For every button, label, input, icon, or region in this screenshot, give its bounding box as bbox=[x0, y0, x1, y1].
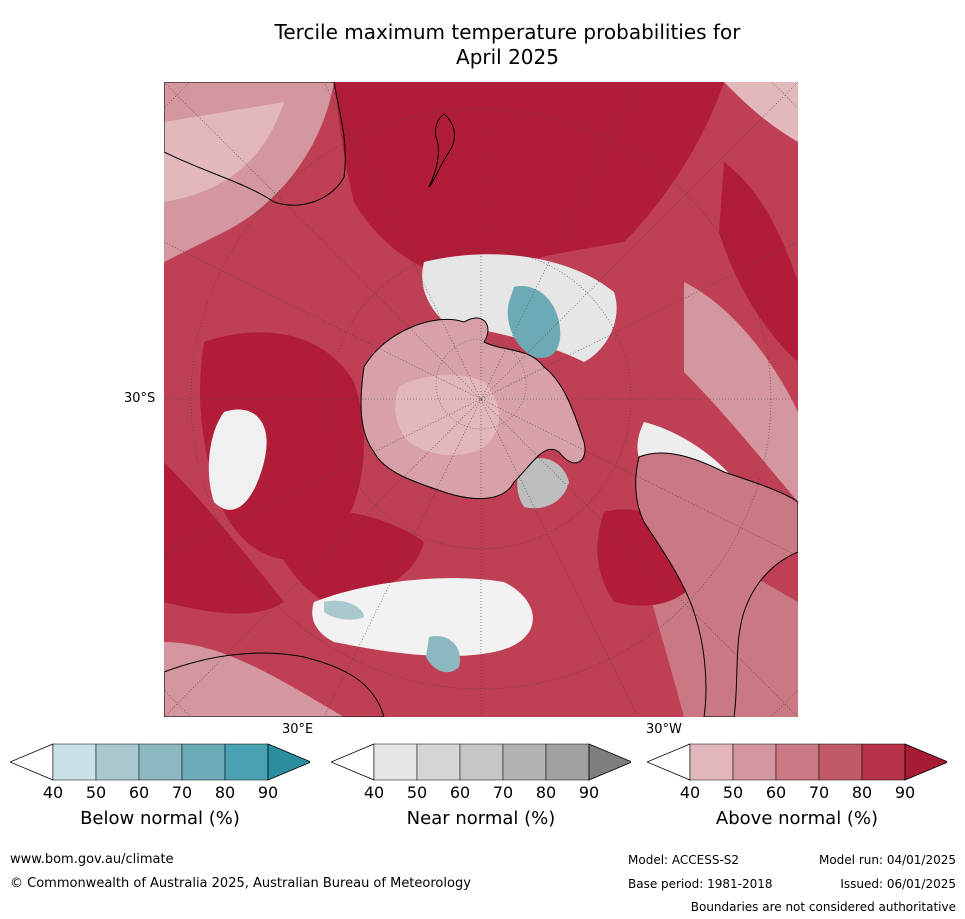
colorbar-segment bbox=[416, 743, 461, 781]
colorbar-extend-low bbox=[10, 743, 54, 781]
colorbar-tick-label: 70 bbox=[171, 783, 193, 802]
colorbar-tick-label: 90 bbox=[894, 783, 916, 802]
colorbar-tick-label: 40 bbox=[42, 783, 64, 802]
legend-below-normal: Below normal (%) 40 50 60 70 80 90 bbox=[10, 742, 310, 842]
colorbar-tick-label: 50 bbox=[85, 783, 107, 802]
map-svg bbox=[164, 82, 798, 717]
colorbar-tick-label: 90 bbox=[257, 783, 279, 802]
colorbar-tick-label: 60 bbox=[128, 783, 150, 802]
footer-disclaimer: Boundaries are not considered authoritat… bbox=[690, 900, 956, 914]
colorbar-segment bbox=[818, 743, 863, 781]
colorbar-segment bbox=[95, 743, 140, 781]
title-line-1: Tercile maximum temperature probabilitie… bbox=[274, 20, 741, 44]
colorbar-tick-label: 60 bbox=[449, 783, 471, 802]
lat-label-30s: 30°S bbox=[124, 391, 156, 406]
lon-label-30e: 30°E bbox=[282, 722, 314, 737]
colorbar-tick-label: 40 bbox=[679, 783, 701, 802]
colorbar-tick-label: 50 bbox=[406, 783, 428, 802]
footer-base-period: Base period: 1981-2018 bbox=[628, 877, 773, 891]
colorbar-tick-label: 80 bbox=[214, 783, 236, 802]
colorbar-tick-label: 60 bbox=[765, 783, 787, 802]
footer-model: Model: ACCESS-S2 bbox=[628, 853, 740, 867]
graticule bbox=[164, 82, 798, 717]
colorbar-tick-label: 40 bbox=[363, 783, 385, 802]
colorbar-extend-low bbox=[331, 743, 375, 781]
colorbar-tick-label: 70 bbox=[808, 783, 830, 802]
colorbar-tick-label: 80 bbox=[535, 783, 557, 802]
colorbar-segment bbox=[224, 743, 269, 781]
colorbar-tick-label: 80 bbox=[851, 783, 873, 802]
footer-model-run: Model run: 04/01/2025 bbox=[818, 853, 956, 867]
colorbar-segment bbox=[459, 743, 504, 781]
colorbar-segment bbox=[502, 743, 547, 781]
colorbar-above-normal bbox=[647, 743, 947, 781]
colorbar-extend-low bbox=[647, 743, 691, 781]
colorbar-extend-high bbox=[904, 743, 947, 781]
colorbar-extend-high bbox=[267, 743, 310, 781]
colorbar-segment bbox=[775, 743, 820, 781]
colorbar-tick-label: 50 bbox=[722, 783, 744, 802]
africa-outline bbox=[164, 652, 385, 717]
colorbar-segment bbox=[138, 743, 183, 781]
colorbar-segment bbox=[732, 743, 777, 781]
australia-outline bbox=[164, 82, 346, 206]
legend-title-above: Above normal (%) bbox=[715, 808, 879, 829]
legend-title-below: Below normal (%) bbox=[80, 808, 240, 829]
colorbar-segment bbox=[861, 743, 906, 781]
colorbar-segment bbox=[373, 743, 418, 781]
footer-copyright: © Commonwealth of Australia 2025, Austra… bbox=[10, 876, 471, 891]
colorbar-near-normal bbox=[331, 743, 631, 781]
colorbar-below-normal bbox=[10, 743, 310, 781]
legend-above-normal: Above normal (%) 40 50 60 70 80 90 bbox=[647, 742, 947, 842]
footer-issued: Issued: 06/01/2025 bbox=[840, 877, 956, 891]
colorbar-segment bbox=[689, 743, 734, 781]
colorbar-segment bbox=[181, 743, 226, 781]
colorbar-segment bbox=[52, 743, 97, 781]
footer-url[interactable]: www.bom.gov.au/climate bbox=[10, 852, 174, 867]
south-america-shape bbox=[635, 452, 798, 717]
colorbar-tick-label: 90 bbox=[578, 783, 600, 802]
new-zealand-shape bbox=[428, 113, 455, 188]
legend-title-near: Near normal (%) bbox=[406, 808, 556, 829]
legend-near-normal: Near normal (%) 40 50 60 70 80 90 bbox=[331, 742, 631, 842]
title-line-2: April 2025 bbox=[456, 45, 559, 69]
chart-title: Tercile maximum temperature probabilitie… bbox=[160, 20, 855, 70]
polar-map bbox=[164, 82, 798, 717]
colorbar-segment bbox=[545, 743, 590, 781]
lon-label-30w: 30°W bbox=[646, 722, 682, 737]
colorbar-extend-high bbox=[588, 743, 631, 781]
colorbar-tick-label: 70 bbox=[492, 783, 514, 802]
